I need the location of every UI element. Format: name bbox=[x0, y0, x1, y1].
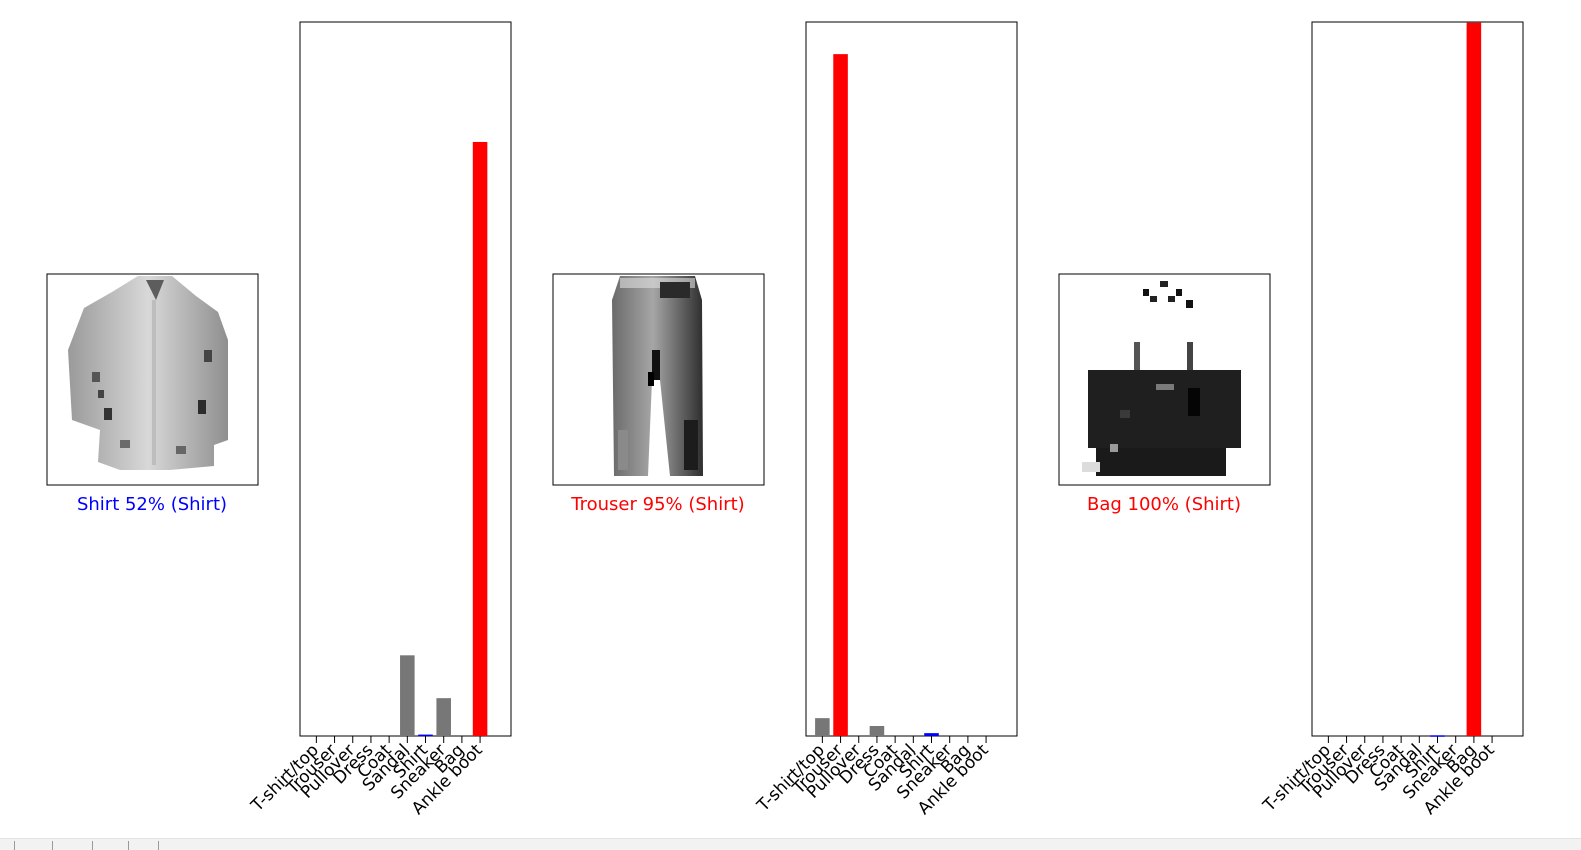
image-panel-3: Bag 100% (Shirt) bbox=[1058, 273, 1271, 515]
strip-tick bbox=[14, 841, 15, 850]
bar-2-trouser bbox=[833, 54, 848, 736]
bar-2-shirt bbox=[924, 733, 939, 736]
ticks-layer: T-shirt/topTrouserPulloverDressCoatSanda… bbox=[247, 736, 1499, 819]
bag-image bbox=[1082, 281, 1241, 476]
shirt-image bbox=[68, 276, 228, 470]
strip-tick bbox=[52, 841, 53, 850]
bar-1-shirt bbox=[418, 734, 433, 737]
bar-1-ankle-boot bbox=[472, 141, 488, 736]
bar-chart-frame-3 bbox=[1311, 21, 1524, 737]
bar-2-dress bbox=[869, 726, 885, 736]
bar-3-bag bbox=[1466, 22, 1482, 736]
bar-1-sandal bbox=[400, 655, 415, 736]
image-caption-3: Bag 100% (Shirt) bbox=[1087, 494, 1241, 515]
strip-tick bbox=[92, 841, 93, 850]
image-panel-2: Trouser 95% (Shirt) bbox=[552, 273, 765, 515]
image-panel-1: Shirt 52% (Shirt) bbox=[46, 273, 259, 515]
strip-tick bbox=[128, 841, 129, 850]
bars-layer bbox=[400, 22, 1482, 737]
strip-tick bbox=[158, 841, 159, 850]
trouser-image bbox=[612, 276, 703, 476]
bar-2-t-shirt-top bbox=[815, 718, 830, 736]
image-caption-1: Shirt 52% (Shirt) bbox=[77, 494, 227, 515]
bar-1-sneaker bbox=[436, 698, 451, 736]
image-caption-2: Trouser 95% (Shirt) bbox=[570, 494, 744, 515]
bottom-scroll-strip bbox=[0, 838, 1581, 850]
